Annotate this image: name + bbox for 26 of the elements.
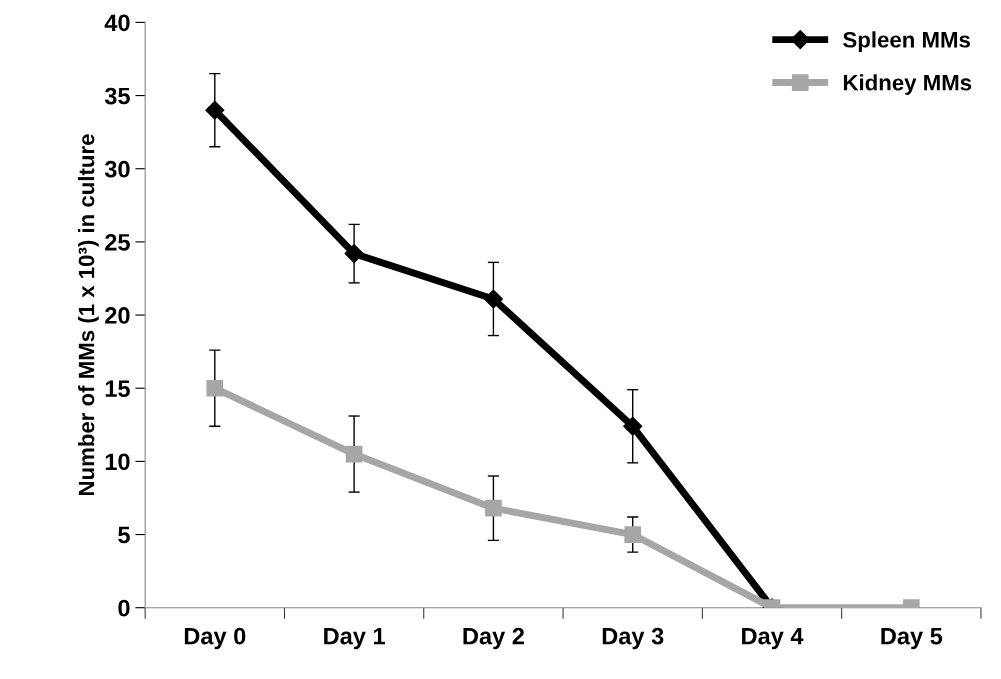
y-tick-label: 0 <box>118 599 130 617</box>
x-tick-label: Day 1 <box>324 628 385 650</box>
y-tick-label: 5 <box>118 526 130 544</box>
y-tick-label: 25 <box>105 233 130 251</box>
point <box>623 416 643 436</box>
x-tick-label: Day 0 <box>184 627 246 650</box>
point <box>483 289 503 309</box>
y-tick-label: 40 <box>104 14 130 32</box>
legend-label: Kidney MMs <box>843 74 972 95</box>
point <box>205 100 225 120</box>
x-tick-label: Day 2 <box>463 627 524 650</box>
y-tick-label: 30 <box>104 160 130 178</box>
point <box>344 244 364 264</box>
y-tick-label: 35 <box>104 87 130 105</box>
point <box>485 499 502 517</box>
x-tick-label: Day 3 <box>602 627 664 650</box>
point <box>624 526 642 543</box>
y-tick-label: 20 <box>105 307 130 324</box>
legend-label: Spleen MMs <box>843 31 970 53</box>
y-tick-label: 10 <box>105 453 130 471</box>
x-tick-label: Day 4 <box>742 628 804 650</box>
y-axis-title: Number of MMs (1 x 10³) in culture <box>78 134 99 496</box>
y-tick-label: 15 <box>105 380 130 398</box>
point <box>345 445 363 463</box>
x-tick-label: Day 5 <box>881 628 943 650</box>
point <box>206 379 224 397</box>
